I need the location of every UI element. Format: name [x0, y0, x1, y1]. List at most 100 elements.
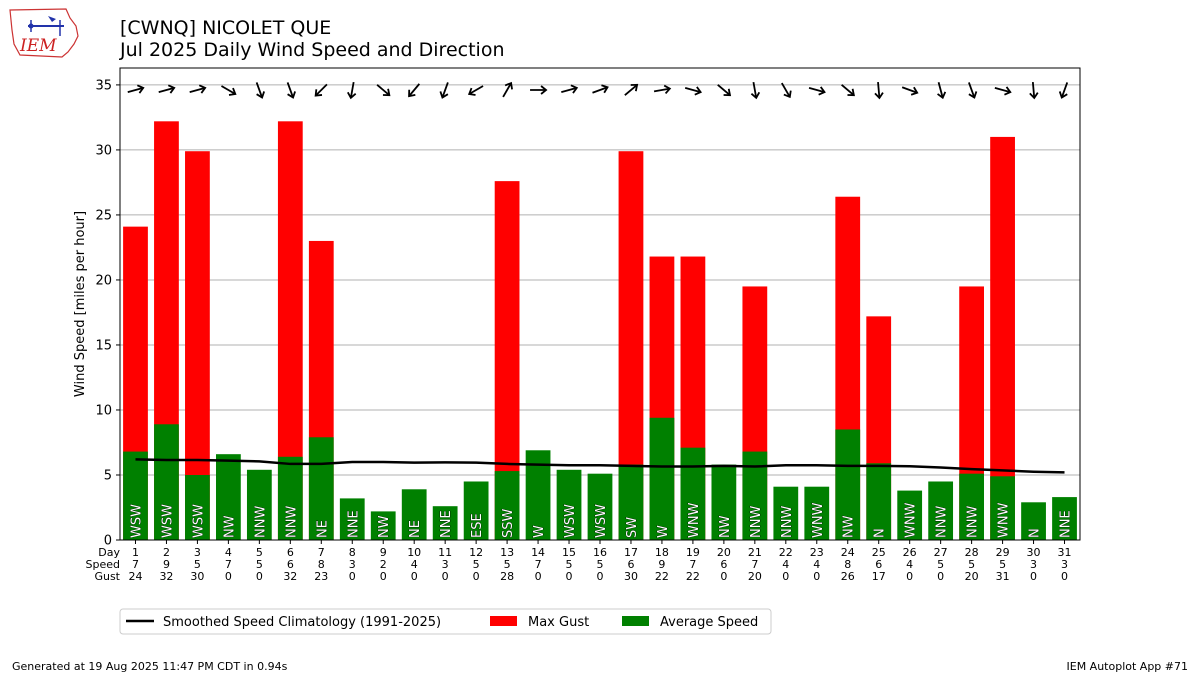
table-cell-speed: 7 [689, 558, 696, 571]
direction-label: WSW [129, 504, 144, 538]
avg-bar [246, 469, 272, 540]
direction-arrow [624, 83, 639, 96]
gust-bars [123, 121, 1015, 541]
direction-arrow [808, 86, 826, 96]
table-cell-gust: 0 [349, 570, 356, 583]
legend-label-gust: Max Gust [528, 615, 589, 630]
direction-label: W [656, 525, 671, 538]
arrow-head [198, 84, 207, 94]
avg-bar [928, 481, 954, 540]
direction-label: NNW [749, 506, 764, 538]
direction-arrow [530, 85, 548, 95]
avg-bar [804, 486, 830, 540]
table-cell-day: 14 [531, 546, 545, 559]
generated-note: Generated at 19 Aug 2025 11:47 PM CDT in… [12, 660, 288, 673]
plot-area [120, 68, 1080, 540]
y-tick-label: 25 [95, 208, 112, 223]
table-cell-gust: 0 [813, 570, 820, 583]
direction-arrow [127, 84, 145, 94]
arrow-shaft [717, 84, 731, 96]
table-cell-gust: 0 [720, 570, 727, 583]
direction-label: NNW [253, 506, 268, 538]
table-cell-speed: 5 [256, 558, 263, 571]
arrow-shaft [1060, 82, 1069, 98]
arrow-shaft [684, 87, 701, 93]
arrow-shaft [221, 85, 236, 95]
y-tick-label: 20 [95, 273, 112, 288]
arrow-shaft [502, 82, 512, 98]
table-cell-speed: 4 [411, 558, 418, 571]
direction-label: SW [625, 517, 640, 538]
avg-bar [618, 464, 644, 540]
direction-arrow [439, 82, 449, 99]
table-cell-gust: 0 [535, 570, 542, 583]
legend-swatch-avg [622, 616, 649, 626]
legend-box [119, 608, 772, 635]
arrow-head [910, 86, 919, 96]
arrow-shaft [376, 84, 390, 96]
arrow-head [601, 84, 609, 94]
table-cell-gust: 0 [1061, 570, 1068, 583]
arrow-shaft [286, 82, 294, 98]
avg-bar [308, 437, 334, 540]
arrow-head [570, 84, 579, 94]
table-cell-gust: 0 [597, 570, 604, 583]
direction-arrow [467, 85, 484, 96]
y-tick-label: 30 [95, 143, 112, 158]
arrow-shaft [901, 86, 918, 94]
direction-label: NW [377, 515, 392, 538]
table-cell-day: 11 [438, 546, 452, 559]
table-cell-speed: 8 [844, 558, 851, 571]
table-cell-gust: 22 [686, 570, 700, 583]
table-cell-speed: 5 [999, 558, 1006, 571]
table-cell-speed: 3 [442, 558, 449, 571]
table-cell-speed: 7 [225, 558, 232, 571]
direction-arrows [127, 81, 1069, 100]
table-cell-gust: 30 [624, 570, 638, 583]
direction-label: NNE [346, 510, 361, 538]
table-cell-day: 24 [841, 546, 855, 559]
table-cell-speed: 5 [968, 558, 975, 571]
table-cell-speed: 6 [287, 558, 294, 571]
direction-label: SSW [501, 508, 516, 538]
arrow-shaft [968, 82, 976, 98]
y-axis: 0 5 10 15 20 25 30 35 [95, 78, 120, 549]
arrow-head [663, 84, 672, 95]
table-cell-day: 22 [779, 546, 793, 559]
direction-label: NNE [1059, 510, 1074, 538]
direction-arrow [347, 81, 357, 100]
table-cell-gust: 31 [996, 570, 1010, 583]
table-cell-gust: 24 [128, 570, 142, 583]
avg-bar [897, 490, 923, 540]
arrow-shaft [592, 86, 608, 94]
avg-bar [649, 417, 675, 540]
climatology-line [135, 458, 1065, 474]
table-cell-day: 12 [469, 546, 483, 559]
arrow-shaft [468, 85, 484, 95]
arrow-shaft [255, 82, 263, 98]
table-cell-gust: 0 [442, 570, 449, 583]
arrow-head [256, 91, 265, 99]
arrow-head [167, 84, 176, 94]
direction-label: N [1028, 528, 1043, 538]
arrow-shaft [314, 83, 328, 97]
arrow-shaft [937, 82, 944, 98]
table-cell-speed: 3 [349, 558, 356, 571]
arrow-head [783, 90, 792, 99]
table-cell-gust: 22 [655, 570, 669, 583]
table-cell-day: 9 [380, 546, 387, 559]
table-cell-speed: 3 [1061, 558, 1068, 571]
table-cell-speed: 9 [658, 558, 665, 571]
arrow-head [818, 86, 826, 96]
arrow-head [630, 83, 639, 92]
table-cell-gust: 23 [314, 570, 328, 583]
direction-label: NNW [780, 506, 795, 538]
direction-arrow [158, 84, 176, 94]
table-cell-gust: 0 [411, 570, 418, 583]
arrow-shaft [877, 81, 881, 99]
table-cell-speed: 7 [535, 558, 542, 571]
avg-bar [277, 456, 303, 540]
table-cell-speed: 5 [194, 558, 201, 571]
avg-bar [432, 506, 458, 540]
arrow-shaft [808, 87, 825, 93]
